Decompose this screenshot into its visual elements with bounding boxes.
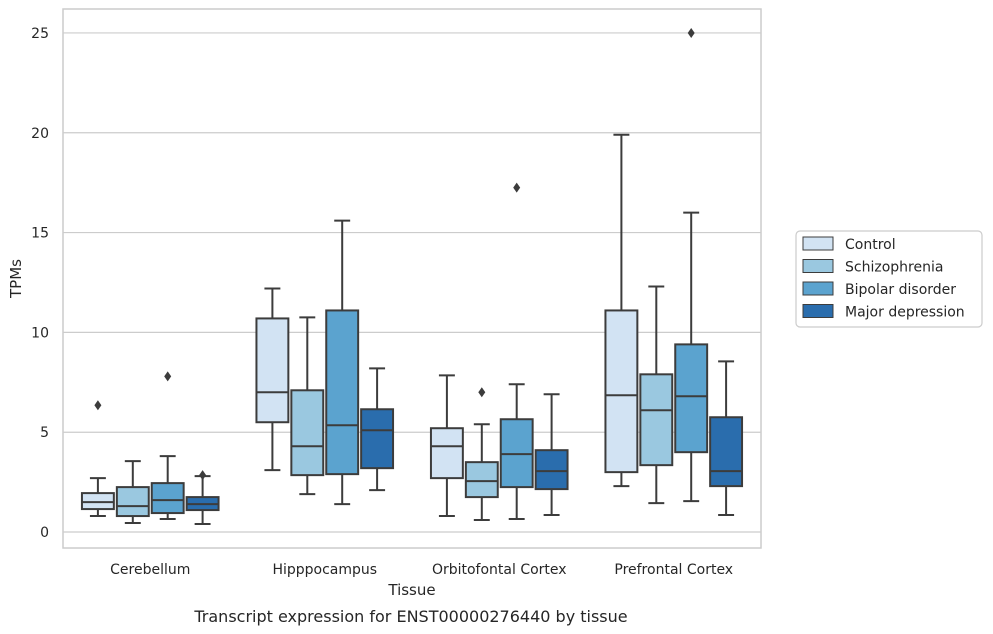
box-bipolar-disorder-3 (674, 27, 709, 503)
x-tick-label: Cerebellum (110, 562, 190, 578)
legend-entry: Major depression (845, 305, 965, 321)
legend-entry: Schizophrenia (845, 260, 943, 276)
box-control-2 (429, 374, 464, 518)
legend-frame (795, 230, 983, 328)
figure-caption: Transcript expression for ENST0000027644… (193, 607, 627, 626)
box-schizophrenia-1 (290, 316, 325, 496)
legend-swatch (802, 236, 834, 251)
box-schizophrenia-3 (639, 285, 674, 505)
box-schizophrenia-0 (115, 460, 150, 525)
box-iqr (255, 317, 290, 424)
box-iqr (674, 343, 709, 454)
box-iqr (604, 309, 639, 474)
box-iqr (290, 389, 325, 477)
box-iqr (150, 482, 185, 515)
legend: Control Schizophrenia Bipolar disorder Majo… (795, 230, 983, 328)
box-control-3 (604, 133, 639, 488)
box-major-depression-1 (360, 367, 395, 492)
y-tick-label: 25 (31, 26, 49, 42)
box-bipolar-disorder-0 (150, 371, 185, 521)
outlier-point (687, 27, 695, 38)
y-tick-label: 20 (31, 126, 49, 142)
gridlines (63, 32, 761, 533)
box-iqr (325, 309, 360, 476)
box-bipolar-disorder-2 (499, 182, 534, 521)
y-tick-label: 15 (31, 226, 49, 242)
box-major-depression-0 (185, 470, 220, 526)
x-tick-label: Hipppocampus (272, 562, 377, 578)
y-tick-label: 0 (40, 525, 49, 541)
box-series (80, 27, 744, 526)
y-axis-ticks: 0 5 10 15 20 25 (31, 26, 49, 541)
outlier-point (164, 371, 172, 382)
box-iqr (429, 427, 464, 480)
box-control-0 (80, 400, 115, 518)
outlier-point (94, 400, 102, 411)
outlier-point (199, 470, 207, 481)
outlier-point (513, 182, 521, 193)
box-major-depression-2 (534, 393, 569, 517)
box-iqr (115, 486, 150, 518)
box-iqr (464, 461, 499, 499)
legend-swatch (802, 281, 834, 296)
box-iqr (534, 449, 569, 491)
x-tick-label: Orbitofontal Cortex (432, 562, 567, 578)
y-axis-label: TPMs (7, 259, 25, 299)
legend-entry: Bipolar disorder (845, 282, 956, 298)
x-tick-label: Prefrontal Cortex (614, 562, 733, 578)
box-major-depression-3 (709, 360, 744, 517)
legend-swatch (802, 259, 834, 273)
box-control-1 (255, 287, 290, 472)
legend-swatch (802, 304, 834, 318)
box-bipolar-disorder-1 (325, 219, 360, 506)
x-axis-ticks: Cerebellum Hipppocampus Orbitofontal Corte… (110, 562, 733, 578)
plot-frame (62, 8, 762, 549)
legend-entry: Control (845, 237, 896, 253)
box-schizophrenia-2 (464, 387, 499, 522)
y-tick-label: 5 (40, 425, 49, 441)
box-iqr (709, 416, 744, 488)
box-iqr (360, 408, 395, 470)
outlier-point (478, 387, 486, 398)
box-iqr (639, 373, 674, 467)
x-axis-label: Tissue (387, 581, 435, 599)
y-tick-label: 10 (31, 325, 49, 341)
